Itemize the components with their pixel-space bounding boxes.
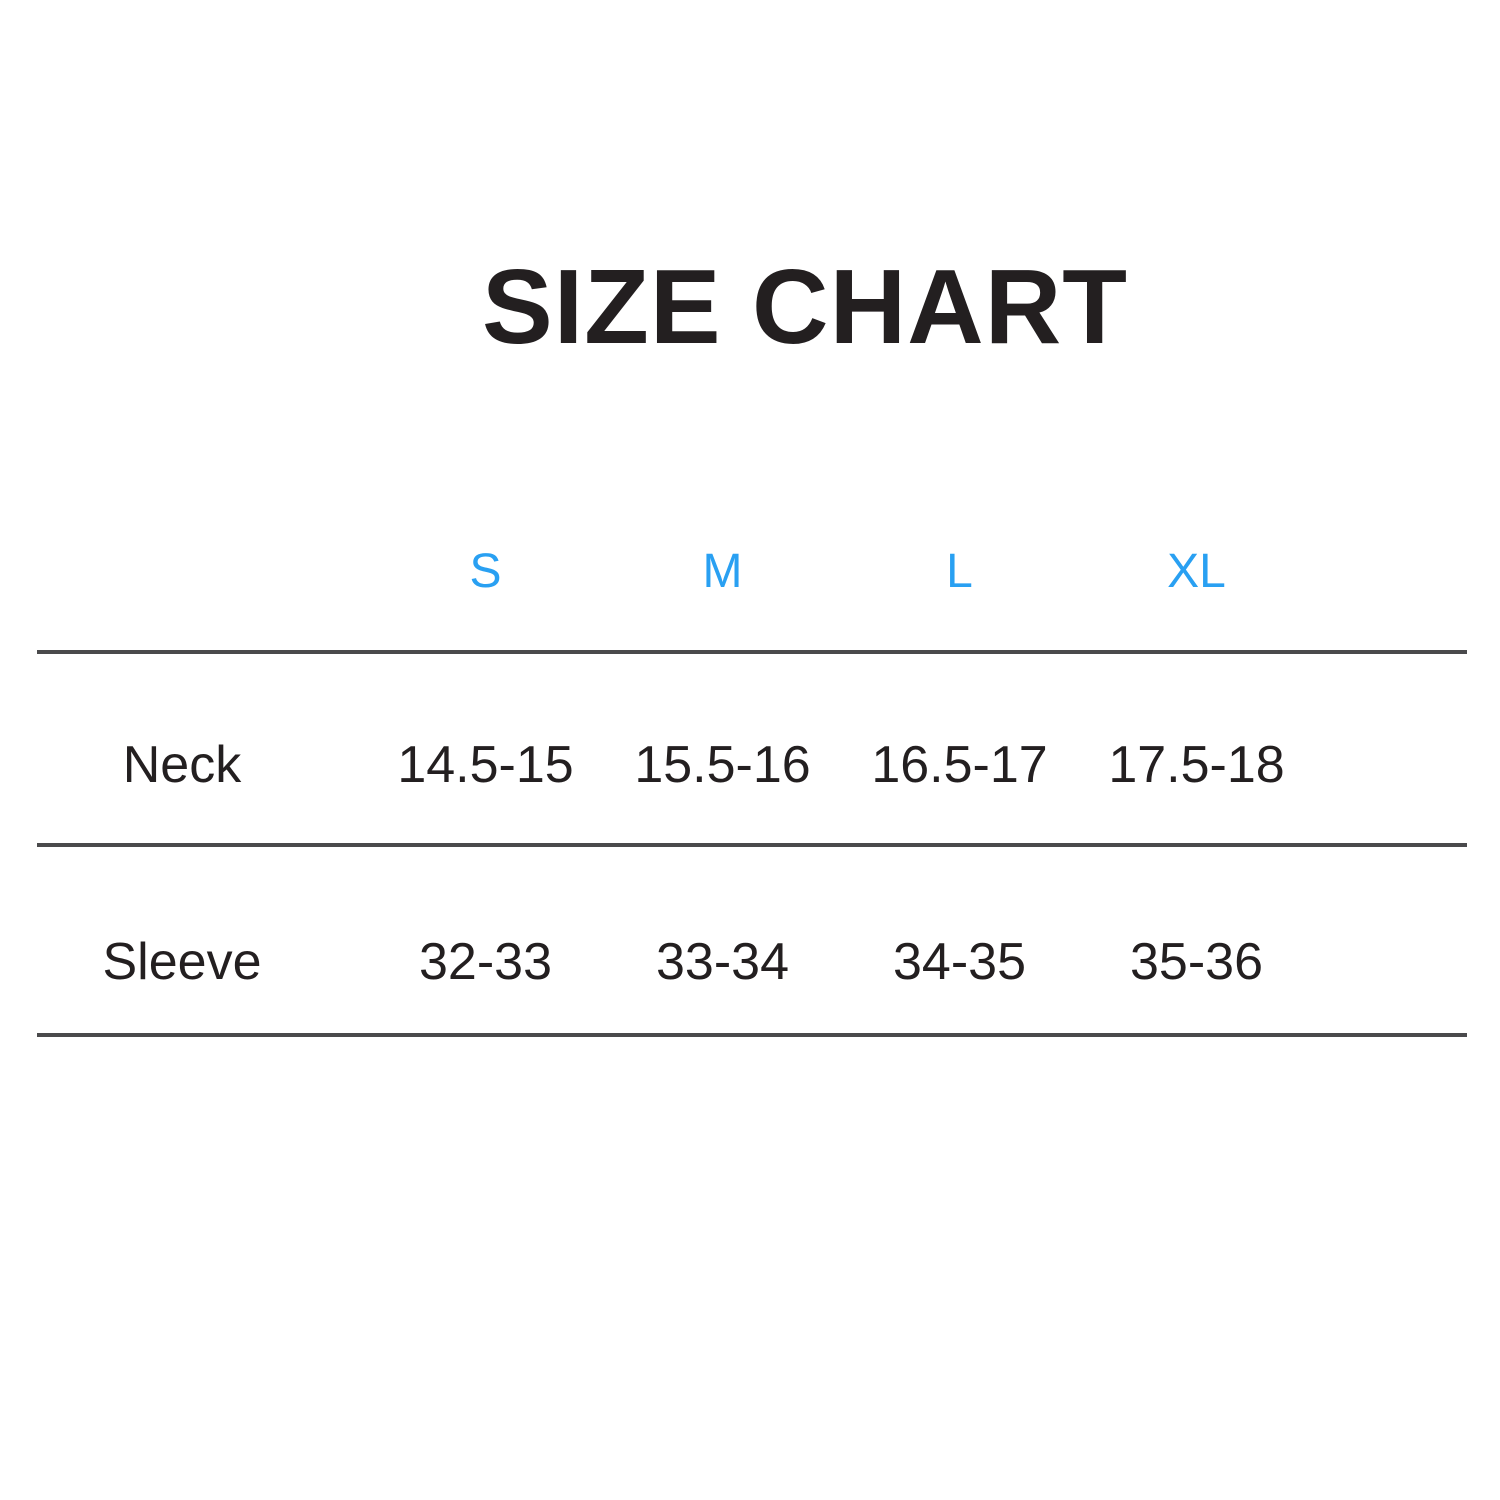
table-row-sleeve: Sleeve 32-33 33-34 34-35 35-36 (37, 930, 1467, 994)
size-header-row: S M L XL (37, 540, 1467, 604)
table-row-neck: Neck 14.5-15 15.5-16 16.5-17 17.5-18 (37, 733, 1467, 797)
sleeve-value-m: 33-34 (656, 933, 789, 991)
sleeve-value-s: 32-33 (419, 933, 552, 991)
column-header-s: S (469, 545, 502, 598)
page-title: SIZE CHART (482, 248, 1128, 366)
neck-value-s: 14.5-15 (397, 736, 574, 794)
divider-line-middle (37, 843, 1467, 847)
row-label-neck: Neck (122, 736, 242, 794)
row-label-sleeve: Sleeve (102, 933, 262, 991)
divider-line-bottom (37, 1033, 1467, 1037)
column-header-l: L (946, 545, 973, 598)
divider-line-top (37, 650, 1467, 654)
column-header-m: M (702, 545, 743, 598)
neck-value-m: 15.5-16 (634, 736, 811, 794)
column-header-xl: XL (1167, 545, 1226, 598)
neck-value-xl: 17.5-18 (1108, 736, 1285, 794)
sleeve-value-xl: 35-36 (1130, 933, 1263, 991)
sleeve-value-l: 34-35 (893, 933, 1026, 991)
neck-value-l: 16.5-17 (871, 736, 1048, 794)
